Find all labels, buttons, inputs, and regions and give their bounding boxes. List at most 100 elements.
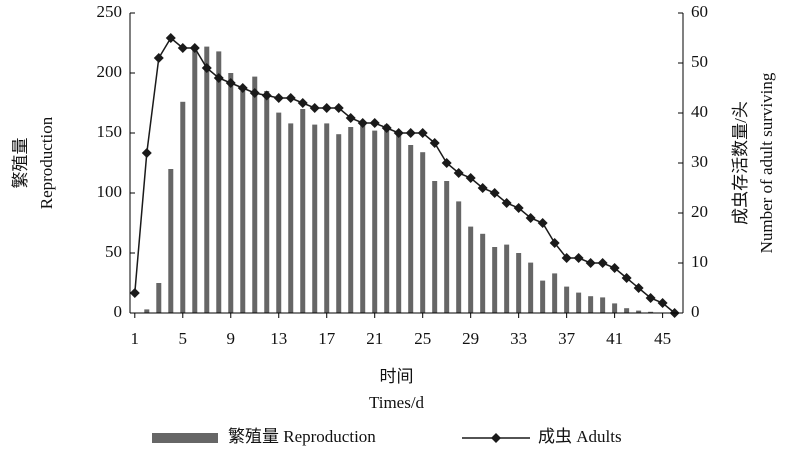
bar [420, 152, 426, 313]
bar [204, 46, 210, 313]
y2-tick-label: 0 [691, 302, 700, 321]
bar [468, 226, 474, 313]
bar [384, 124, 390, 313]
marker [465, 173, 476, 183]
legend-swatch [491, 433, 501, 443]
bar [492, 247, 498, 313]
marker [261, 90, 272, 101]
bar [276, 112, 282, 313]
marker [513, 203, 524, 213]
y-tick-label: 150 [97, 122, 123, 141]
x-tick-label: 25 [414, 329, 431, 348]
bar [228, 73, 234, 313]
bar [552, 273, 558, 313]
marker [561, 253, 572, 263]
bar [588, 296, 594, 313]
bar [240, 91, 246, 313]
marker [525, 213, 536, 223]
y2-tick-label: 50 [691, 52, 708, 71]
bar [600, 297, 606, 313]
y2-tick-label: 40 [691, 102, 708, 121]
x-tick-label: 37 [558, 329, 576, 348]
x-axis-title: 时间 [380, 367, 414, 386]
bar [252, 76, 258, 313]
marker [285, 93, 296, 103]
marker [177, 43, 188, 53]
x-tick-label: 21 [366, 329, 383, 348]
marker [321, 103, 332, 113]
bar [264, 91, 270, 313]
marker [165, 33, 176, 43]
bar [576, 292, 582, 313]
marker [297, 98, 308, 108]
bar [216, 51, 222, 314]
y2-tick-label: 30 [691, 152, 708, 171]
bar [516, 253, 522, 313]
bar [324, 123, 330, 314]
y-tick-label: 0 [114, 302, 123, 321]
bar [624, 308, 630, 313]
marker [141, 148, 152, 158]
x-tick-label: 29 [462, 329, 479, 348]
bar [156, 283, 162, 313]
x-tick-label: 13 [270, 329, 287, 348]
marker [345, 113, 356, 123]
bar [648, 311, 654, 313]
marker [381, 123, 392, 133]
y2-tick-label: 20 [691, 202, 708, 221]
marker [333, 103, 344, 113]
legend-swatch [152, 433, 218, 443]
bar [564, 286, 570, 313]
y2-tick-label: 10 [691, 252, 708, 271]
bar [432, 181, 438, 313]
y2-axis-title: Number of adult surviving [757, 72, 776, 253]
bar [636, 310, 642, 313]
marker [489, 188, 500, 198]
marker [609, 263, 620, 273]
bar [528, 262, 534, 313]
bar [372, 130, 378, 313]
marker [501, 198, 512, 208]
marker [237, 83, 248, 93]
bar [480, 233, 486, 313]
marker [225, 78, 236, 88]
marker [657, 298, 668, 308]
bar [396, 133, 402, 313]
marker [249, 88, 260, 98]
marker [441, 158, 452, 168]
marker [201, 63, 212, 73]
line [134, 36, 676, 314]
bar [540, 280, 546, 313]
bar [180, 101, 186, 313]
marker [129, 288, 140, 298]
marker [597, 258, 608, 268]
marker [189, 43, 200, 53]
marker [633, 283, 644, 293]
bar [408, 145, 414, 313]
marker [357, 118, 368, 128]
marker [537, 218, 548, 228]
x-tick-label: 33 [510, 329, 527, 348]
y-tick-label: 200 [97, 62, 123, 81]
marker [645, 293, 656, 303]
marker [369, 118, 380, 128]
marker [477, 183, 488, 193]
x-tick-label: 41 [606, 329, 623, 348]
bar [612, 303, 618, 313]
x-tick-label: 45 [654, 329, 671, 348]
bar [444, 181, 450, 313]
marker [213, 73, 224, 83]
x-tick-label: 5 [179, 329, 188, 348]
legend-label: 繁殖量 Reproduction [228, 427, 376, 446]
marker [417, 128, 428, 138]
marker [309, 103, 320, 113]
marker [549, 238, 560, 248]
y-axis-title: 繁殖量 [11, 138, 30, 189]
x-tick-label: 17 [318, 329, 336, 348]
bar [144, 309, 150, 313]
marker [405, 128, 416, 138]
bar [288, 123, 294, 314]
bar [168, 169, 174, 313]
marker [453, 168, 464, 178]
